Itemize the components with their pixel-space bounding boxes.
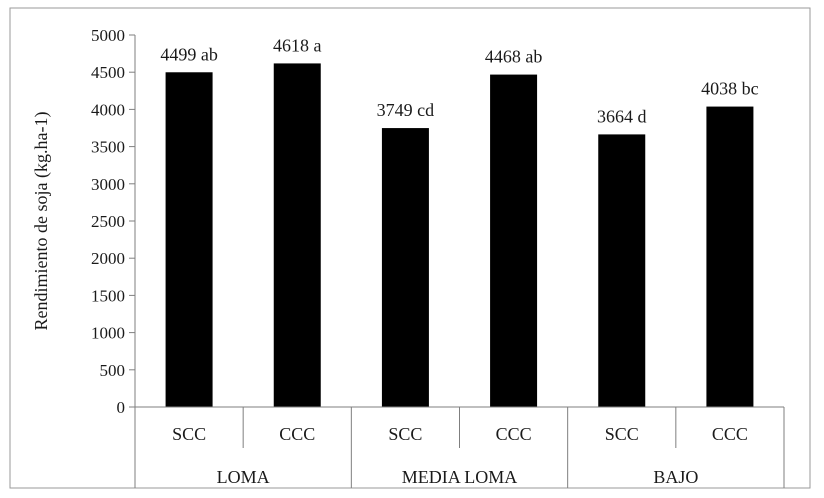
y-tick-label: 2000 [91,249,125,268]
y-tick-label: 500 [100,361,126,380]
data-label: 4038 bc [701,79,759,99]
x-group-label: BAJO [653,467,698,487]
x-group-label: MEDIA LOMA [402,467,518,487]
x-category-label: SCC [388,424,422,444]
bar [598,134,646,407]
y-tick-label: 4500 [91,63,125,82]
data-labels: 4499 ab 4618 a 3749 cd 4468 ab 3664 d 4038 bc [160,35,758,126]
x-category-label: SCC [172,424,206,444]
bar [165,72,213,407]
data-label: 4618 a [273,35,322,55]
y-axis: 0 500 1000 1500 2000 2500 3000 3500 4000 4500 5000 [91,26,136,417]
x-category-label: CCC [712,424,748,444]
y-tick-label: 0 [117,398,126,417]
y-tick-label: 1500 [91,286,125,305]
data-label: 3664 d [597,106,647,126]
x-group-label: LOMA [217,467,270,487]
y-tick-label: 5000 [91,26,125,45]
y-axis-title: Rendimiento de soja (kg.ha-1) [31,112,52,331]
bar [706,106,754,407]
x-category-label: CCC [279,424,315,444]
bar [273,63,321,407]
bars [165,63,754,407]
y-tick-label: 3000 [91,175,125,194]
x-category-label: CCC [496,424,532,444]
bar [490,74,538,407]
y-tick-label: 2500 [91,212,125,231]
y-tick-label: 3500 [91,138,125,157]
y-tick-label: 1000 [91,324,125,343]
data-label: 3749 cd [377,100,435,120]
x-axis: SCC CCC SCC CCC SCC CCC LOMA MEDIA LOMA BAJO [134,406,785,488]
data-label: 4499 ab [160,44,218,64]
x-category-label: SCC [605,424,639,444]
bar [381,128,429,407]
data-label: 4468 ab [485,47,543,67]
y-tick-label: 4000 [91,100,125,119]
